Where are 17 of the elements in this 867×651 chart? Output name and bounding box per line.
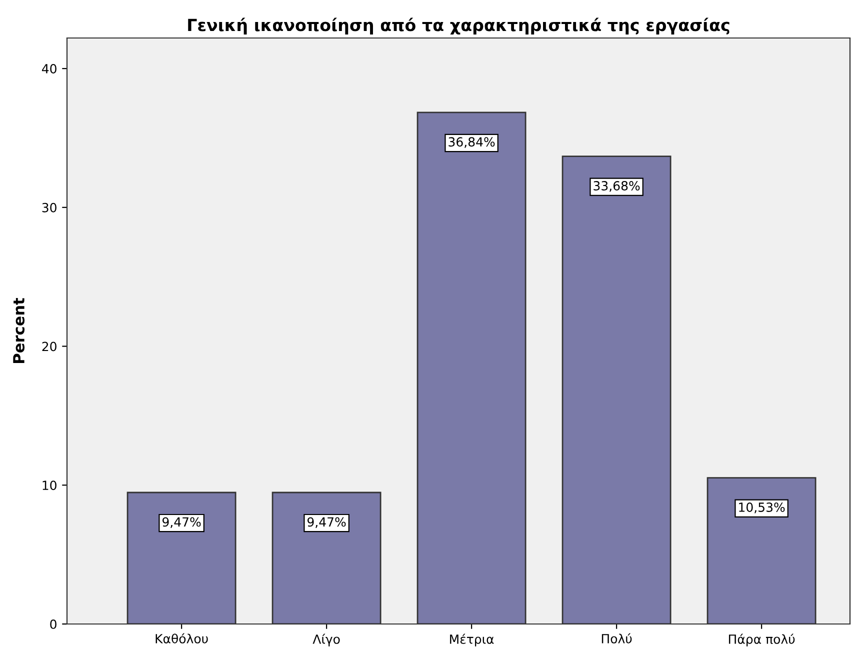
y-tick-label: 0: [50, 619, 56, 629]
x-tick-label: Πάρα πολύ: [728, 634, 795, 646]
x-tick-label: Πολύ: [602, 633, 632, 644]
data-label: 33,68%: [594, 181, 640, 192]
y-tick-label: 10: [42, 480, 56, 490]
chart-title: Γενική ικανοποίηση από τα χαρακτηριστικά της εργασίας: [188, 18, 730, 35]
data-label: 9,47%: [162, 517, 201, 528]
y-axis-title: Percent: [13, 298, 25, 363]
x-tick-label: Λίγο: [312, 634, 340, 646]
data-label: 36,84%: [448, 137, 495, 148]
data-label: 10,53%: [739, 502, 785, 514]
x-tick-label: Καθόλου: [156, 633, 208, 644]
y-tick-label: 20: [42, 342, 56, 352]
x-tick-label: Μέτρια: [450, 634, 494, 646]
y-tick-label: 30: [42, 202, 56, 212]
y-tick-label: 40: [42, 64, 56, 74]
data-label: 9,47%: [307, 517, 346, 528]
